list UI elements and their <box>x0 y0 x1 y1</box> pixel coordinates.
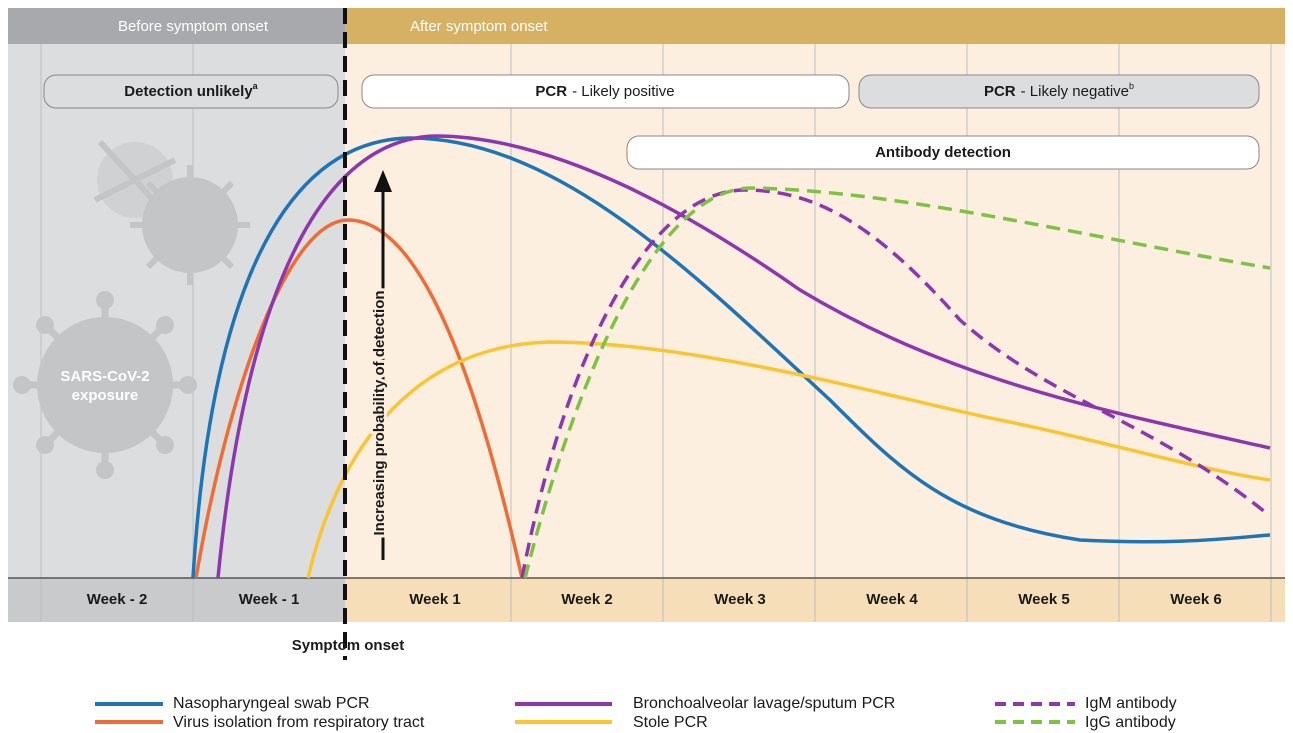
before-region <box>8 44 345 578</box>
week-label: Week 2 <box>561 591 612 608</box>
header-before-label: Before symptom onset <box>118 18 269 35</box>
week-label: Week 5 <box>1018 591 1069 608</box>
pill-bold: PCR <box>535 83 567 100</box>
legend-label: IgG antibody <box>1085 714 1176 731</box>
pill-text: - Likely positive <box>572 83 675 100</box>
week-label: Week 3 <box>714 591 765 608</box>
arrow-label: Increasing probability of detection <box>371 290 388 535</box>
pill-text: Detection unlikely <box>124 83 253 100</box>
legend-label: IgM antibody <box>1085 695 1177 712</box>
week-label: Week - 1 <box>239 591 300 608</box>
pill-bold: PCR <box>984 83 1016 100</box>
pill-label: PCR - Likely positive <box>535 83 674 100</box>
diagram: Before symptom onset After symptom onset… <box>0 0 1293 733</box>
legend-label: Virus isolation from respiratory tract <box>173 714 425 731</box>
legend-label: Bronchoalveolar lavage/sputum PCR <box>633 695 895 712</box>
week-label: Week 6 <box>1170 591 1221 608</box>
pill-label: Antibody detection <box>875 144 1011 161</box>
legend-label: Stole PCR <box>633 714 708 731</box>
pill-text: - Likely negative <box>1021 83 1129 100</box>
legend-label: Nasopharyngeal swab PCR <box>173 695 370 712</box>
pill-sup: b <box>1129 81 1134 91</box>
onset-label: Symptom onset <box>292 637 405 654</box>
week-label: Week 4 <box>866 591 918 608</box>
pill-label: PCR - Likely negativeb <box>984 81 1134 100</box>
header-after-label: After symptom onset <box>410 18 548 35</box>
pill-label: Detection unlikelya <box>124 81 258 100</box>
virus-label-line: exposure <box>72 387 139 404</box>
virus-label-line: SARS-CoV-2 <box>60 368 149 385</box>
week-label: Week - 2 <box>87 591 148 608</box>
week-label: Week 1 <box>409 591 460 608</box>
